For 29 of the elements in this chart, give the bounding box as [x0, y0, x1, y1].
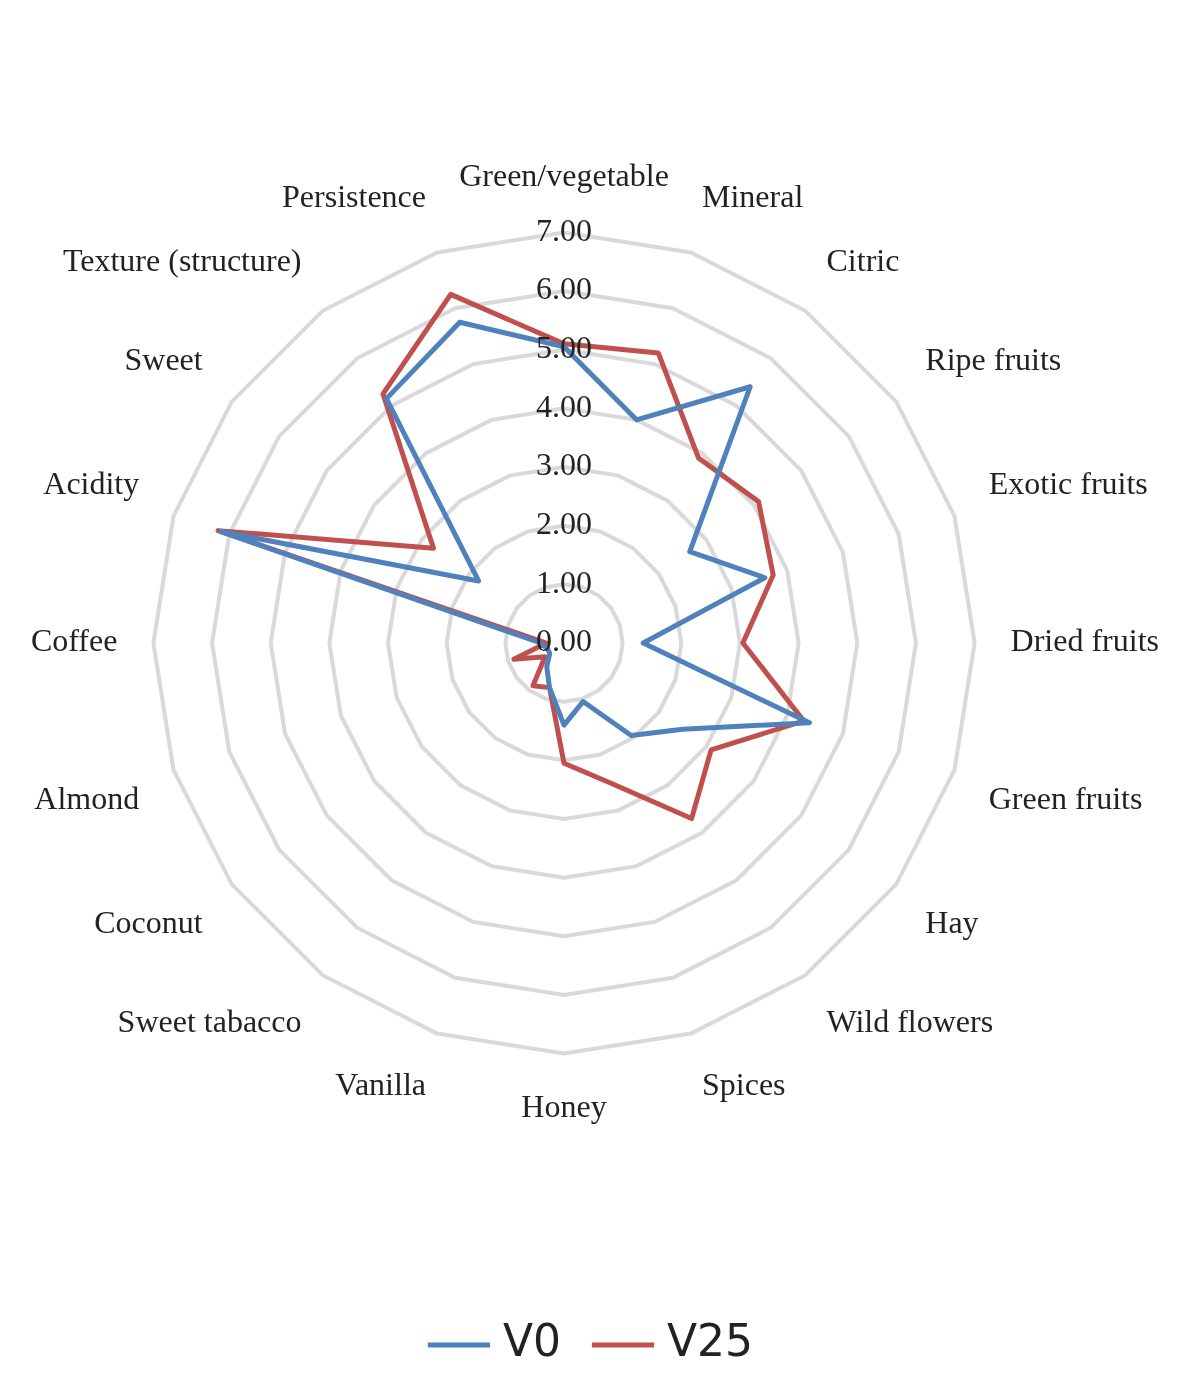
- spoke-label: Ripe fruits: [925, 340, 1062, 377]
- y-tick-label: 7.00: [536, 211, 592, 248]
- spoke-label: Hay: [925, 904, 979, 941]
- spoke-label: Texture (structure): [62, 241, 302, 278]
- spoke-label: Green fruits: [988, 779, 1143, 816]
- spoke-label: Almond: [34, 779, 140, 816]
- y-tick-label: 2.00: [536, 505, 592, 542]
- spoke-label: Wild flowers: [826, 1002, 994, 1039]
- y-tick-label: 4.00: [536, 387, 592, 424]
- spoke-label: Honey: [521, 1088, 607, 1125]
- spoke-label: Coffee: [30, 622, 118, 659]
- spoke-label: Sweet tabacco: [117, 1002, 302, 1039]
- y-tick-label: 0.00: [536, 622, 592, 659]
- spoke-label: Vanilla: [335, 1066, 426, 1103]
- spoke-label: Dried fruits: [1010, 622, 1159, 659]
- spoke-label: Sweet: [124, 340, 203, 377]
- legend-label: V25: [667, 1315, 754, 1367]
- y-tick-label: 6.00: [536, 270, 592, 307]
- spoke-label: Citric: [826, 241, 900, 278]
- spoke-label: Green/vegetable: [459, 156, 669, 193]
- spoke-label: Mineral: [702, 178, 804, 215]
- spoke-label: Coconut: [94, 904, 203, 941]
- y-tick-label: 1.00: [536, 563, 592, 600]
- spoke-label: Exotic fruits: [988, 465, 1148, 502]
- legend-label: V0: [502, 1315, 561, 1367]
- y-tick-label: 3.00: [536, 446, 592, 483]
- spoke-label: Acidity: [43, 465, 140, 502]
- spoke-label: Spices: [702, 1066, 786, 1103]
- spoke-label: Persistence: [282, 178, 426, 215]
